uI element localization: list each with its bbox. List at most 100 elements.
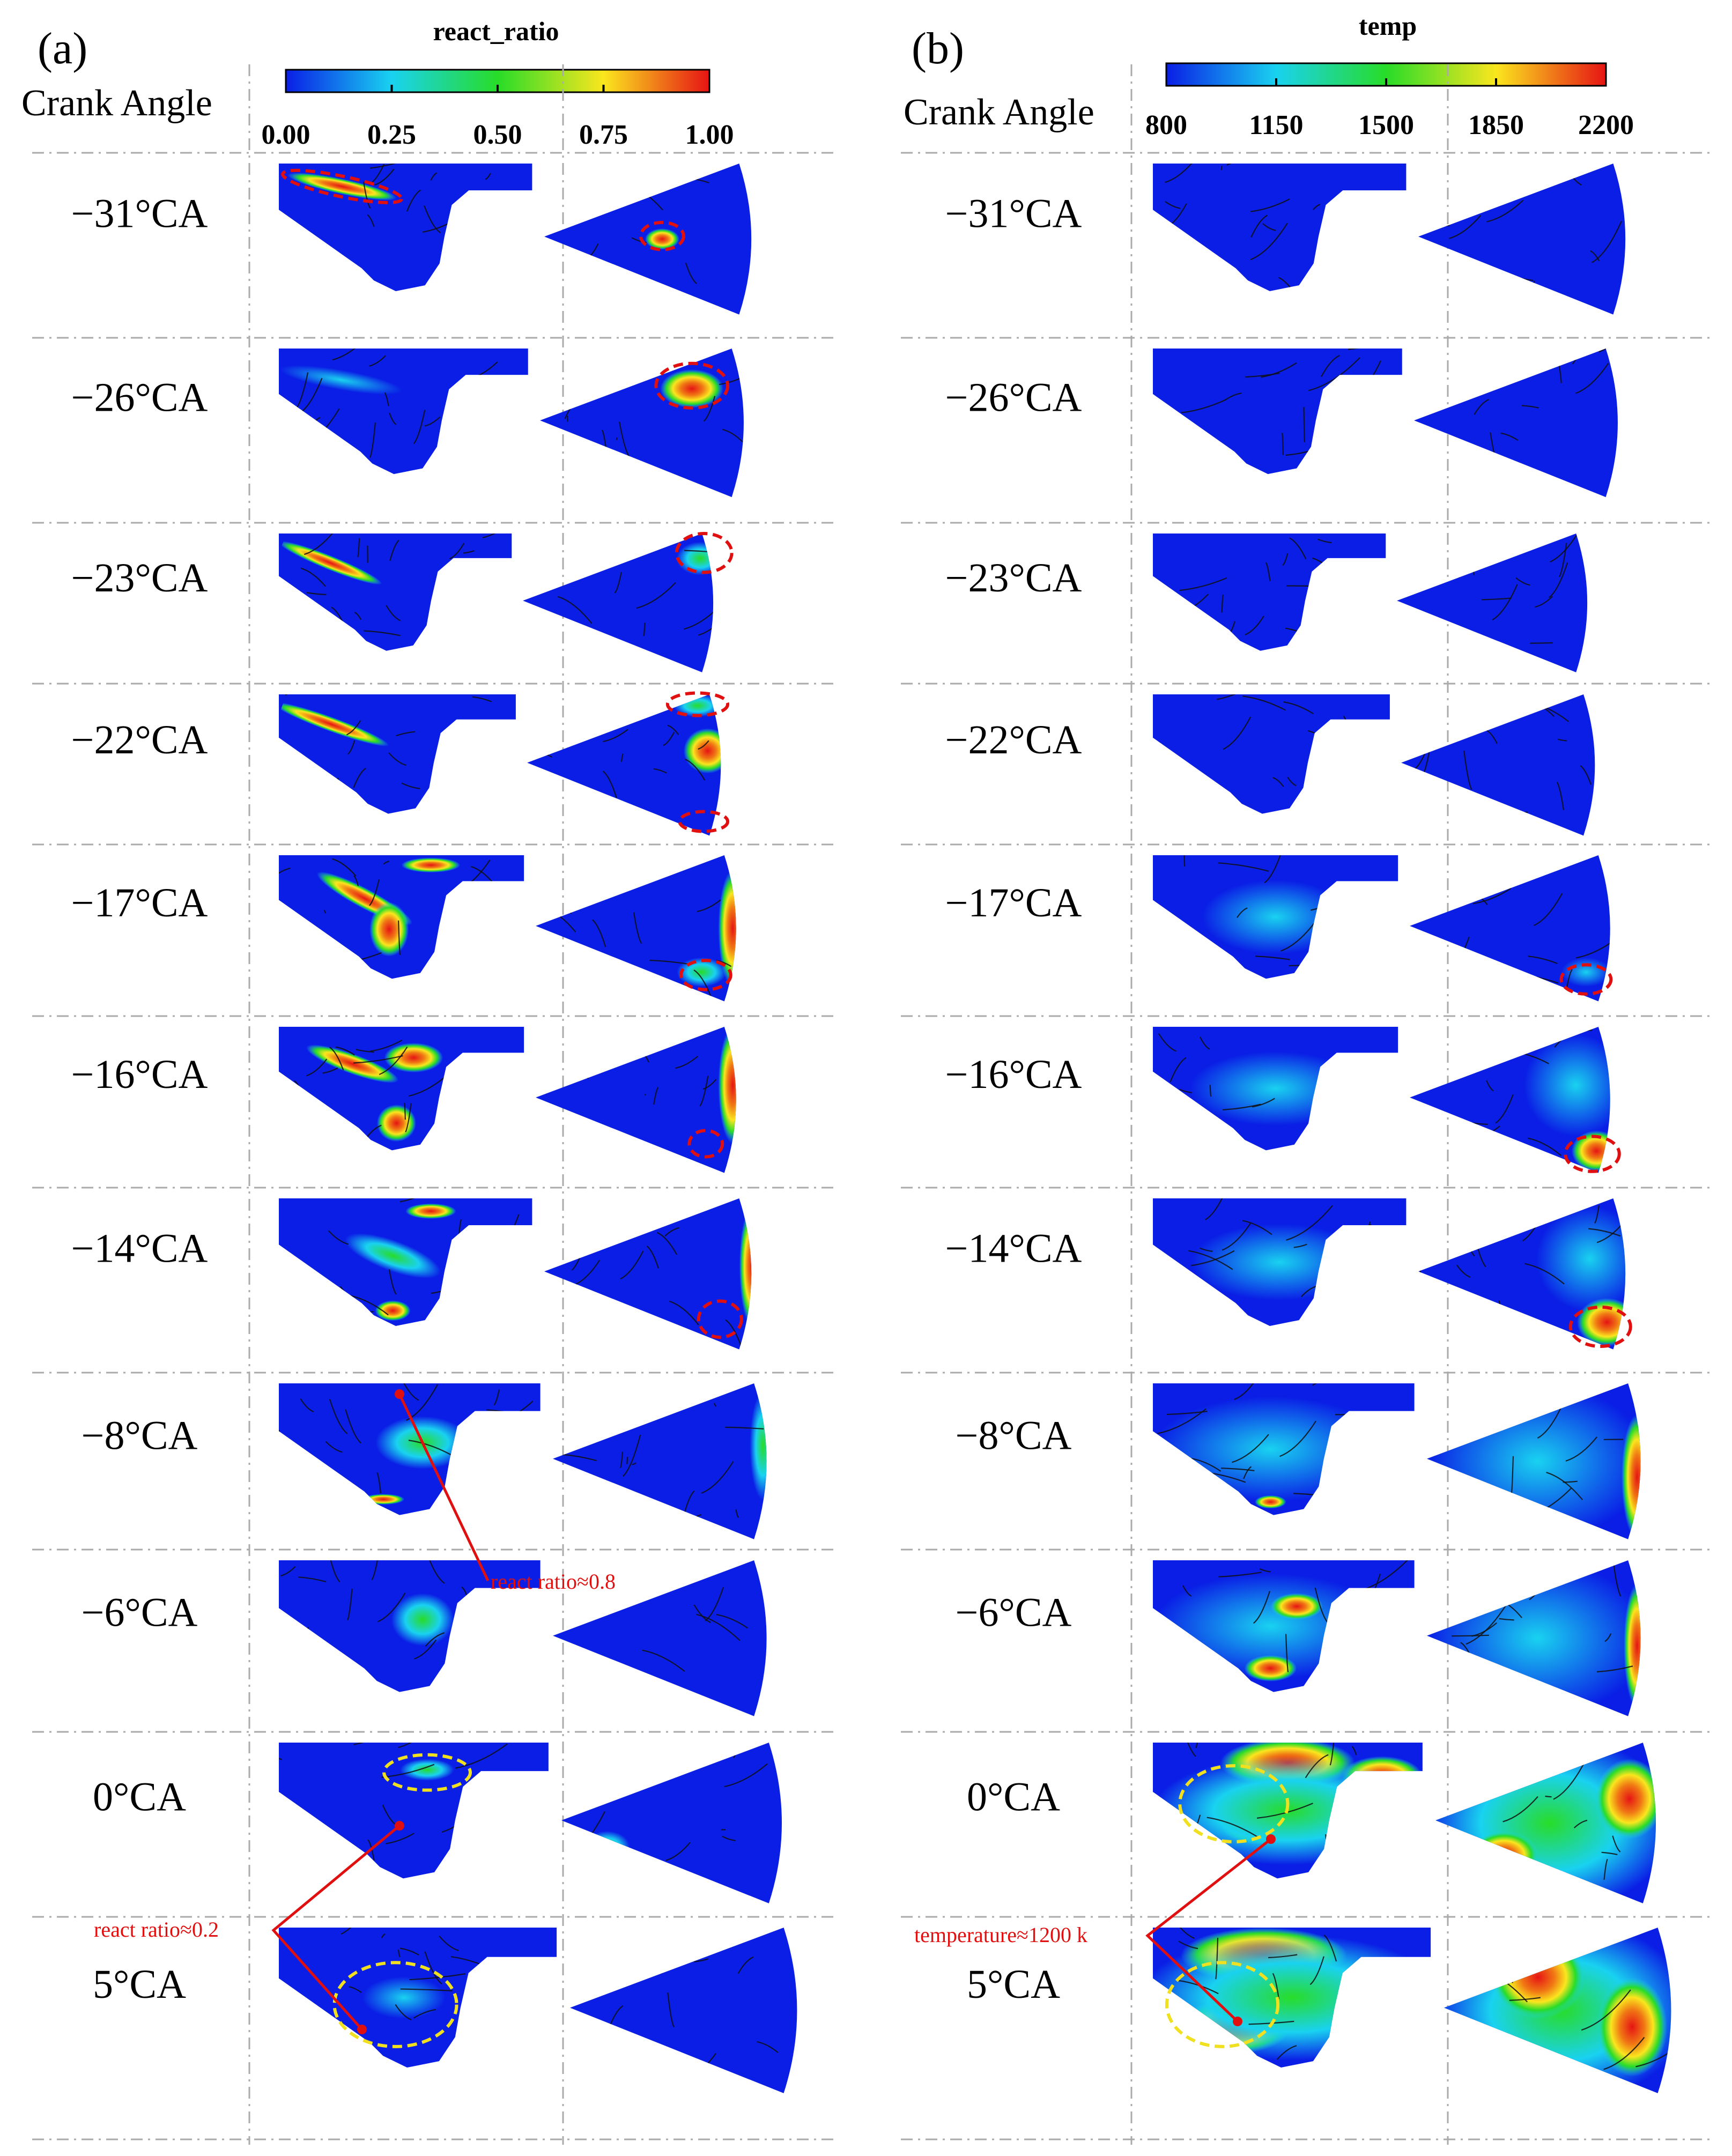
streamline	[1209, 1085, 1212, 1097]
streamline	[424, 1951, 442, 1985]
streamline	[325, 1441, 343, 1453]
streamline	[1603, 1858, 1608, 1880]
streamline	[1465, 1928, 1478, 1964]
streamline	[409, 1973, 466, 1981]
streamline	[1158, 1033, 1176, 1052]
field-hotspot	[1624, 1583, 1641, 1709]
streamline	[1503, 1872, 1514, 1900]
streamline	[620, 1451, 624, 1469]
streamline	[1635, 2041, 1671, 2068]
react-high-leader	[398, 1393, 490, 1582]
streamline	[1286, 585, 1325, 587]
streamline	[381, 1933, 386, 1938]
streamline	[1250, 198, 1290, 212]
annotations: react ratio≈0.8 react ratio≈0.2 temperat…	[94, 1389, 1276, 2034]
streamline	[1179, 577, 1227, 591]
streamline	[389, 539, 399, 561]
streamline	[1499, 1618, 1514, 1621]
row-a: −17°CA	[71, 855, 736, 1002]
streamline	[386, 1833, 415, 1844]
streamline	[322, 1067, 338, 1074]
streamline	[1205, 1198, 1228, 1220]
streamline	[1165, 201, 1181, 209]
row-b: −17°CA	[945, 855, 1613, 1002]
streamline	[400, 1988, 453, 1992]
streamline	[656, 855, 669, 870]
streamline	[397, 1950, 401, 1958]
highlight-circle	[687, 1129, 724, 1159]
row-a: −8°CA	[82, 1383, 767, 1539]
field-hotspot	[400, 1759, 454, 1781]
crank-angle-label-a: −16°CA	[71, 1052, 208, 1097]
panel-b-crank-angle-header: Crank Angle	[904, 92, 1094, 133]
streamline	[279, 1744, 283, 1760]
crank-angle-label-a: −17°CA	[71, 880, 208, 925]
streamline	[1182, 1585, 1192, 1597]
streamline	[463, 268, 507, 283]
panel-b-sector-section	[1401, 694, 1595, 836]
streamline	[1222, 1223, 1252, 1251]
streamline	[307, 1284, 336, 1306]
streamline	[1374, 1976, 1386, 1999]
streamline	[1293, 1243, 1307, 1248]
streamline	[1553, 1759, 1587, 1800]
streamline	[354, 611, 362, 620]
streamline	[644, 1094, 646, 1096]
streamline	[280, 1566, 296, 1577]
streamline	[450, 768, 496, 780]
streamline	[1364, 1255, 1405, 1278]
streamline	[716, 1614, 749, 1629]
streamline	[1223, 716, 1252, 750]
streamline	[1207, 1817, 1258, 1838]
row-a: −26°CA	[71, 349, 744, 498]
panel-a-crank-angle-header: Crank Angle	[21, 83, 212, 124]
field-hotspot	[660, 369, 724, 408]
row-b: 0°CA	[967, 1743, 1656, 1903]
streamline	[455, 1743, 508, 1769]
streamline	[1278, 277, 1300, 292]
streamline	[670, 1743, 698, 1777]
streamline	[685, 263, 697, 284]
field-hotspot	[1469, 1831, 1538, 1879]
streamline	[399, 1947, 419, 1956]
streamline	[1486, 730, 1498, 744]
streamline	[685, 759, 706, 781]
streamline	[1500, 432, 1519, 441]
field-hotspot	[1244, 1655, 1297, 1682]
streamline	[430, 172, 438, 181]
colorbar-a-tick-label: 0.25	[367, 120, 416, 150]
highlight-circle	[281, 168, 404, 204]
field-hotspot	[750, 1391, 767, 1501]
streamline	[1452, 538, 1460, 578]
streamline	[1596, 1665, 1633, 1673]
streamline	[439, 431, 462, 441]
field-hotspot	[1523, 1034, 1610, 1137]
streamline	[493, 1389, 500, 1406]
streamline	[614, 1743, 634, 1755]
streamline	[1185, 1116, 1198, 1136]
row-b: −14°CA	[945, 1198, 1632, 1350]
streamline	[1507, 2048, 1555, 2061]
streamline	[389, 412, 397, 425]
streamline	[1165, 164, 1195, 183]
field-hotspot	[1189, 1051, 1361, 1126]
streamline	[725, 1426, 764, 1429]
streamline	[1226, 164, 1259, 166]
streamline	[667, 724, 679, 735]
panel-a-letter: (a)	[38, 24, 87, 73]
streamline	[353, 875, 359, 886]
streamline	[735, 1509, 739, 1518]
streamline	[1575, 362, 1609, 394]
react-low-label: react ratio≈0.2	[94, 1917, 219, 1942]
streamline	[669, 1300, 699, 1325]
streamline	[1329, 1743, 1335, 1766]
streamline	[376, 1472, 382, 1494]
colorbar-b-tick-label: 1150	[1249, 110, 1303, 140]
streamline	[328, 966, 343, 979]
row-b: −8°CA	[956, 1383, 1641, 1539]
streamline	[285, 694, 308, 696]
streamline	[328, 2035, 337, 2053]
streamline	[1471, 1622, 1498, 1637]
streamline	[643, 623, 646, 636]
streamline	[388, 1269, 397, 1295]
